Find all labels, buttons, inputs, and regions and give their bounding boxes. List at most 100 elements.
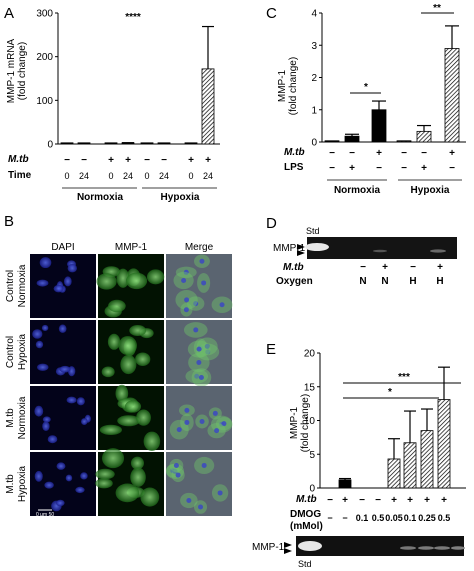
panel-c-ylabel-1: MMP-1 — [277, 69, 288, 102]
cell-mark — [108, 299, 126, 313]
bar-5 — [387, 458, 401, 489]
nucleus-mark — [217, 490, 223, 496]
panel-c-ylabel-2: (fold change) — [288, 57, 299, 115]
condition-cell: + — [349, 163, 355, 174]
panel-e-band-lane6 — [418, 546, 434, 550]
nucleus-mark — [44, 481, 54, 489]
nucleus-mark — [196, 346, 202, 352]
condition-cell: 0 — [144, 171, 149, 181]
nucleus-mark — [205, 349, 211, 355]
panel-b-row-label-line2: Normoxia — [17, 396, 28, 439]
cell-mark — [115, 483, 140, 503]
panel-c-row-lps-label: LPS — [284, 162, 304, 173]
condition-cell: N — [381, 276, 388, 287]
panel-e-row-dmog-label-2: (mMol) — [290, 521, 323, 532]
condition-cell: 24 — [159, 171, 169, 181]
nucleus-mark — [199, 418, 205, 424]
cell-mark — [118, 336, 137, 356]
panel-b-scale-label: 0 μm 50 — [36, 512, 54, 518]
panel-e-std-band — [298, 541, 322, 551]
panel-d-band-lane4 — [430, 249, 446, 253]
nucleus-mark — [176, 427, 182, 433]
panel-e-condition-rows: − + − − + + + +− −0.1 0.5 0.05 0.1 0.25 0.5 — [327, 495, 450, 523]
nucleus-mark — [181, 277, 187, 283]
nucleus-mark — [58, 324, 67, 333]
panel-c-group-normoxia: Normoxia — [334, 185, 381, 196]
nucleus-mark — [63, 276, 72, 287]
condition-cell: − — [327, 513, 332, 523]
cell-mark — [126, 272, 148, 290]
panel-b-row-label-line2: Normoxia — [17, 264, 28, 307]
nucleus-mark — [75, 486, 85, 494]
panel-b-row-label-line1: M.tb — [5, 474, 16, 494]
panel-d-band-lane2 — [373, 249, 387, 253]
nucleus-mark — [34, 405, 44, 417]
nucleus-mark — [65, 474, 73, 482]
nucleus-mark — [37, 363, 49, 371]
panel-c-group-hypoxia: Hypoxia — [411, 185, 450, 196]
bar-6 — [444, 48, 460, 143]
cell-mark — [99, 424, 122, 436]
panel-e-bars — [338, 366, 451, 489]
panel-c-condition-rows: − − + − − + − + − − + − — [329, 148, 455, 174]
nucleus-mark — [56, 462, 66, 470]
condition-cell: − — [359, 495, 365, 506]
y-tick-label: 3 — [311, 41, 317, 52]
panel-b-row-label-line1: M.tb — [5, 408, 16, 428]
panel-a-letter: A — [4, 5, 14, 22]
cell-mark — [130, 456, 144, 470]
panel-b-col-mmp1: MMP-1 — [115, 242, 148, 253]
nucleus-mark — [221, 421, 227, 427]
panel-e-sig-second: * — [388, 387, 392, 398]
panel-e-gel — [296, 536, 464, 556]
panel-c-bars — [324, 25, 460, 143]
condition-cell: 0 — [64, 171, 69, 181]
y-tick-label: 200 — [36, 52, 53, 63]
panel-b-image-grid — [30, 254, 233, 516]
panel-b-row-label-line2: Hypoxia — [17, 466, 28, 503]
bar-2 — [344, 135, 360, 143]
condition-cell: − — [161, 155, 167, 166]
condition-cell: + — [441, 495, 447, 506]
panel-b-letter: B — [4, 213, 14, 230]
panel-a-group-normoxia: Normoxia — [77, 192, 124, 203]
panel-a-row-time-label: Time — [8, 170, 32, 181]
nucleus-mark — [196, 360, 202, 366]
panel-e-row-mtb-label: M.tb — [296, 494, 317, 505]
y-tick-label: 2 — [311, 73, 317, 84]
panel-a-group-hypoxia: Hypoxia — [161, 192, 200, 203]
panel-d-std-band — [305, 243, 329, 251]
condition-cell: − — [81, 155, 87, 166]
panel-b-col-merge: Merge — [185, 242, 214, 253]
panel-d-arrow-lower-icon — [297, 250, 305, 256]
bar-7 — [420, 430, 434, 489]
panel-a-condition-rows: − − + + − − + +0 24 0 24 0 24 0 24 — [64, 155, 213, 181]
condition-cell: + — [342, 495, 348, 506]
panel-c-row-mtb-label: M.tb — [284, 147, 305, 158]
condition-cell: + — [424, 495, 430, 506]
y-tick-label: 4 — [311, 9, 317, 20]
y-tick-label: 0 — [311, 138, 317, 149]
condition-cell: − — [360, 262, 366, 273]
nucleus-mark — [53, 284, 64, 293]
condition-cell: + — [205, 155, 211, 166]
nucleus-mark — [59, 365, 71, 373]
y-tick-label: 0 — [309, 484, 315, 495]
condition-cell: + — [391, 495, 397, 506]
panel-a-bars — [60, 25, 215, 145]
panel-e-ylabel-2: (fold change) — [300, 394, 311, 452]
condition-cell: + — [188, 155, 194, 166]
condition-cell: + — [407, 495, 413, 506]
panel-d-arrow-upper-icon — [297, 244, 305, 250]
bar-3 — [371, 109, 387, 143]
condition-cell: − — [144, 155, 150, 166]
condition-cell: − — [376, 163, 382, 174]
nucleus-mark — [32, 329, 43, 339]
condition-cell: 24 — [79, 171, 89, 181]
nucleus-mark — [194, 373, 200, 379]
panel-e-ylabel-1: MMP-1 — [289, 406, 300, 439]
panel-c-sig-normoxia: * — [364, 82, 368, 93]
condition-cell: 0 — [108, 171, 113, 181]
condition-cell: − — [342, 513, 347, 523]
